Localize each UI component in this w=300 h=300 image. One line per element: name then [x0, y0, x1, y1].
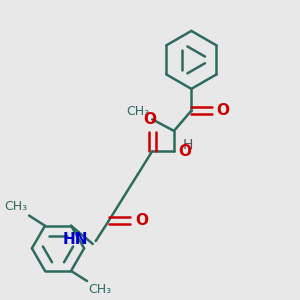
Text: CH₃: CH₃ — [88, 284, 112, 296]
Text: O: O — [216, 103, 229, 118]
Text: O: O — [135, 213, 148, 228]
Text: H: H — [183, 138, 193, 152]
Text: O: O — [143, 112, 156, 127]
Text: O: O — [178, 144, 191, 159]
Text: CH₃: CH₃ — [126, 105, 149, 118]
Text: HN: HN — [63, 232, 88, 247]
Text: CH₃: CH₃ — [4, 200, 28, 213]
